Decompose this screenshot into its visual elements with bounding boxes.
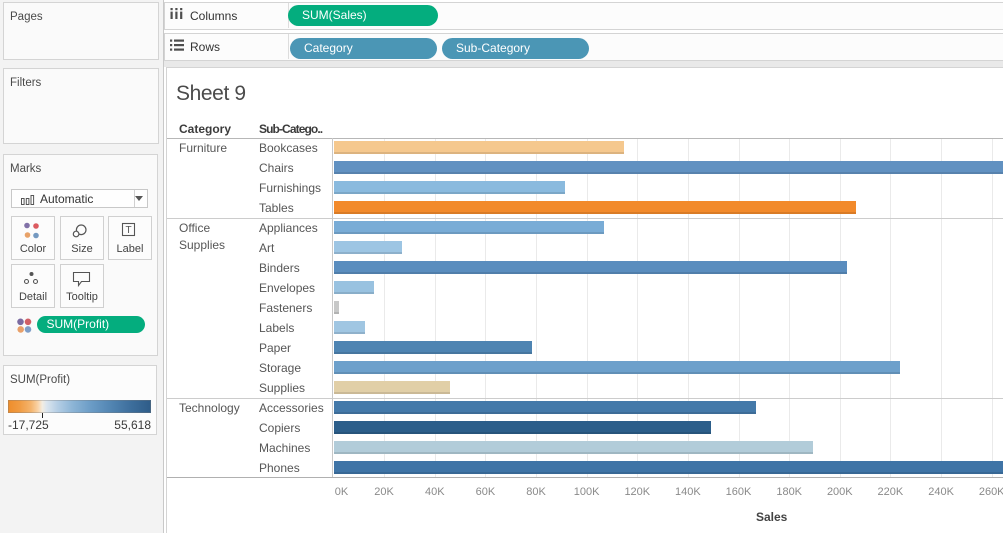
svg-text:T: T [125,225,131,236]
